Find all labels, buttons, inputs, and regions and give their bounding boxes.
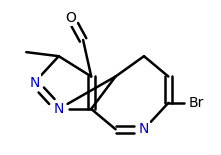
Text: O: O [65,11,76,25]
Text: Br: Br [189,96,204,110]
Text: N: N [139,122,149,136]
Text: N: N [53,102,64,116]
Text: N: N [29,76,40,90]
